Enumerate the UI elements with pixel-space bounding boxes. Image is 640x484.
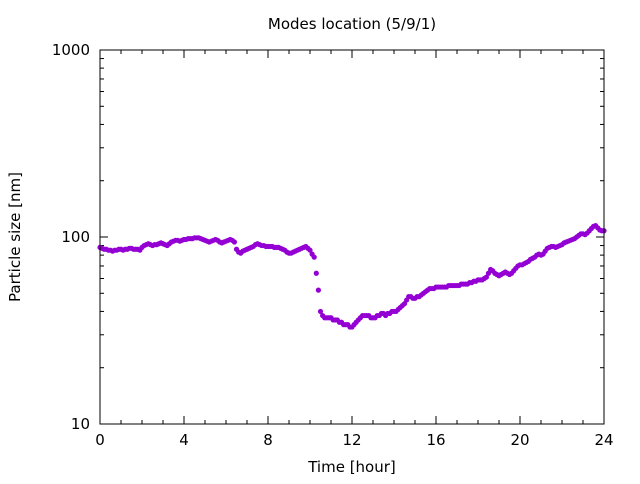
chart-title: Modes location (5/9/1) [268, 15, 436, 33]
data-point [231, 239, 237, 245]
data-point [483, 274, 489, 280]
x-axis-label: Time [hour] [307, 458, 396, 476]
y-tick-label: 100 [61, 228, 90, 246]
y-axis-label: Particle size [nm] [6, 172, 24, 302]
x-tick-label: 24 [594, 431, 613, 449]
y-tick-label: 1000 [52, 41, 90, 59]
data-points [97, 223, 607, 330]
x-tick-label: 0 [95, 431, 105, 449]
x-tick-label: 4 [179, 431, 189, 449]
plot-frame [99, 49, 605, 425]
x-tick-label: 12 [342, 431, 361, 449]
data-point [317, 308, 324, 315]
x-tick-label: 16 [426, 431, 445, 449]
data-point [315, 287, 321, 293]
y-tick-label: 10 [71, 415, 90, 433]
data-point [313, 270, 319, 276]
data-point [307, 247, 313, 253]
x-tick-label: 8 [263, 431, 273, 449]
data-point [311, 254, 317, 260]
axis-ticks: 0 4 8 12 16 20 24 10 100 1000 [52, 41, 614, 449]
x-tick-label: 20 [510, 431, 529, 449]
